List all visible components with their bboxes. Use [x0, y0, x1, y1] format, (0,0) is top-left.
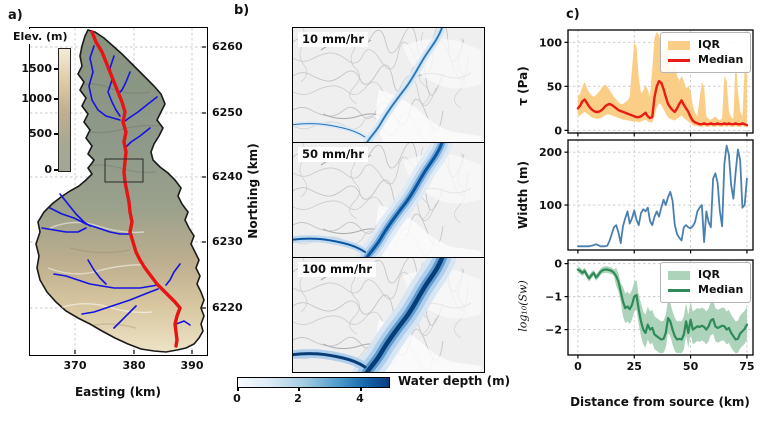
easting-tick-370: 370 [63, 359, 87, 372]
tau-legend: IQR Median [660, 32, 752, 73]
iqr-label: IQR [698, 38, 720, 51]
elevation-colorbar [58, 48, 71, 172]
northing-tick-6260: 6260 [212, 40, 243, 53]
river-10mmhr [293, 28, 447, 143]
slope-sw-chart: 0 25 50 75 0 −1 −2 [545, 258, 754, 373]
legend-row-iqr: IQR [668, 38, 743, 52]
svg-text:0: 0 [554, 258, 562, 271]
elevation-tick-mark [54, 169, 58, 171]
catchment-map [30, 28, 206, 354]
svg-text:25: 25 [627, 360, 642, 373]
water-tick-0: 0 [233, 392, 241, 405]
elevation-tick-0: 0 [44, 163, 52, 176]
shear-stress-chart: 0 50 100 [539, 29, 754, 137]
svg-text:50: 50 [683, 360, 699, 373]
width-axis-label: Width (m) [516, 161, 530, 229]
elevation-tick-mark [54, 68, 58, 70]
flood-map-100mmhr: 100 mm/hr [292, 257, 485, 373]
northing-tick-6240: 6240 [212, 170, 243, 183]
svg-text:0: 0 [554, 124, 562, 137]
main-stem-river [90, 30, 182, 348]
panel-b-label: b) [234, 3, 250, 18]
svg-text:100: 100 [539, 36, 562, 49]
elevation-colorbar-title: Elev. (m) [10, 29, 71, 44]
median-swatch [668, 58, 690, 62]
svg-text:200: 200 [539, 146, 562, 159]
water-depth-colorbar-title: Water depth (m) [398, 374, 511, 388]
map-edge-ticks [74, 46, 206, 354]
water-tick-4: 4 [356, 392, 364, 405]
median-label: Median [698, 283, 744, 296]
river-50mmhr [293, 143, 454, 258]
iqr-swatch [668, 270, 690, 280]
svg-text:75: 75 [739, 360, 754, 373]
elevation-tick-mark [54, 98, 58, 100]
svg-text:−2: −2 [545, 324, 562, 337]
catchment-outline [35, 29, 205, 353]
flood-map-10mmhr: 10 mm/hr [292, 27, 485, 144]
tau-axis-label: τ (Pa) [516, 66, 530, 106]
water-tick-2: 2 [294, 392, 302, 405]
water-tick-mark [237, 388, 239, 391]
flood-map-10mmhr-art [293, 28, 484, 143]
svg-text:50: 50 [547, 80, 563, 93]
iqr-swatch [668, 40, 690, 50]
northing-tick-6220: 6220 [212, 301, 243, 314]
easting-axis-label: Easting (km) [74, 385, 162, 399]
legend-row-iqr: IQR [668, 268, 743, 282]
width-chart: 100 200 [539, 139, 754, 254]
svg-text:−1: −1 [545, 291, 562, 304]
catchment-map-axes [29, 27, 208, 356]
elevation-tick-mark [54, 133, 58, 135]
northing-axis-label: Northing (km) [246, 143, 260, 239]
svg-text:100: 100 [539, 199, 562, 212]
flood-map-50mmhr-art [293, 143, 484, 258]
rainfall-label-100: 100 mm/hr [298, 262, 377, 277]
legend-row-median: Median [668, 283, 743, 297]
median-swatch [668, 288, 690, 292]
log-sw-axis-label: log₁₀(Sw) [516, 280, 530, 332]
northing-tick-6230: 6230 [212, 235, 243, 248]
panel-c-label: c) [566, 7, 580, 22]
water-depth-colorbar [237, 377, 390, 388]
panel-a-label: a) [8, 8, 23, 23]
flood-map-50mmhr: 50 mm/hr [292, 142, 485, 259]
water-tick-mark [298, 388, 300, 391]
map-inset-box [104, 158, 144, 183]
rainfall-label-50: 50 mm/hr [298, 147, 369, 162]
northing-tick-6250: 6250 [212, 106, 243, 119]
elevation-tick-500: 500 [29, 127, 52, 140]
elevation-tick-1500: 1500 [21, 62, 52, 75]
river-100mmhr [293, 258, 457, 372]
easting-tick-380: 380 [122, 359, 146, 372]
rainfall-label-10: 10 mm/hr [298, 32, 369, 47]
easting-tick-390: 390 [180, 359, 204, 372]
iqr-label: IQR [698, 268, 720, 281]
legend-row-median: Median [668, 53, 743, 67]
flood-map-100mmhr-art [293, 258, 484, 372]
elevation-tick-1000: 1000 [21, 92, 52, 105]
median-label: Median [698, 53, 744, 66]
distance-axis-label: Distance from source (km) [570, 395, 750, 409]
sw-legend: IQR Median [660, 262, 752, 303]
water-tick-mark [360, 388, 362, 391]
svg-text:0: 0 [574, 360, 582, 373]
